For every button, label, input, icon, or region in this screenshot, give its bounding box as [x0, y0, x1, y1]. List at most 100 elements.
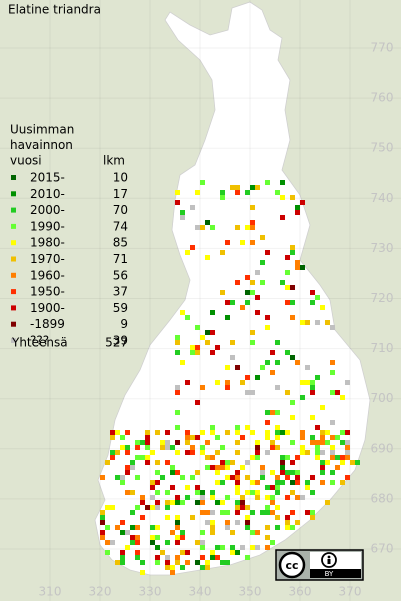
observation-square	[125, 445, 130, 450]
observation-square	[180, 310, 185, 315]
observation-square	[255, 310, 260, 315]
observation-square	[285, 255, 290, 260]
observation-square	[115, 430, 120, 435]
observation-square	[250, 390, 255, 395]
observation-square	[105, 460, 110, 465]
observation-square	[175, 390, 180, 395]
observation-square	[120, 530, 125, 535]
observation-square	[215, 470, 220, 475]
observation-square	[310, 290, 315, 295]
observation-square	[280, 280, 285, 285]
observation-square	[330, 370, 335, 375]
observation-square	[310, 300, 315, 305]
observation-square	[330, 420, 335, 425]
observation-square	[175, 515, 180, 520]
observation-square	[250, 455, 255, 460]
observation-square	[345, 475, 350, 480]
observation-square	[175, 470, 180, 475]
observation-square	[145, 455, 150, 460]
legend-label: 1950-	[30, 285, 65, 299]
observation-square	[225, 510, 230, 515]
observation-square	[215, 555, 220, 560]
observation-square	[200, 495, 205, 500]
observation-square	[155, 555, 160, 560]
observation-square	[330, 470, 335, 475]
observation-square	[325, 500, 330, 505]
northing-label: 730	[371, 241, 394, 255]
observation-square	[195, 325, 200, 330]
northing-label: 770	[371, 41, 394, 55]
observation-square	[150, 505, 155, 510]
observation-square	[295, 520, 300, 525]
observation-square	[175, 540, 180, 545]
observation-square	[160, 550, 165, 555]
legend-count: 70	[113, 203, 128, 217]
observation-square	[245, 275, 250, 280]
observation-square	[120, 435, 125, 440]
observation-square	[255, 445, 260, 450]
legend-count: 17	[113, 187, 128, 201]
observation-square	[295, 455, 300, 460]
observation-square	[345, 430, 350, 435]
observation-square	[175, 200, 180, 205]
observation-square	[185, 435, 190, 440]
observation-square	[260, 260, 265, 265]
observation-square	[260, 365, 265, 370]
observation-square	[270, 495, 275, 500]
observation-square	[240, 495, 245, 500]
observation-square	[175, 440, 180, 445]
observation-square	[115, 450, 120, 455]
observation-square	[325, 460, 330, 465]
observation-square	[210, 310, 215, 315]
observation-square	[275, 410, 280, 415]
observation-square	[235, 185, 240, 190]
observation-square	[200, 385, 205, 390]
observation-square	[205, 565, 210, 570]
observation-square	[200, 545, 205, 550]
observation-square	[215, 480, 220, 485]
observation-square	[250, 290, 255, 295]
observation-square	[340, 455, 345, 460]
observation-square	[265, 360, 270, 365]
observation-square	[245, 490, 250, 495]
legend-count: 59	[113, 301, 128, 315]
badge-strip	[310, 569, 361, 578]
observation-square	[225, 560, 230, 565]
observation-square	[280, 180, 285, 185]
observation-square	[345, 440, 350, 445]
observation-square	[210, 520, 215, 525]
observation-square	[225, 525, 230, 530]
observation-square	[235, 550, 240, 555]
observation-square	[315, 455, 320, 460]
observation-square	[270, 370, 275, 375]
northing-label: 680	[371, 491, 394, 505]
observation-square	[235, 490, 240, 495]
observation-square	[240, 380, 245, 385]
observation-square	[130, 525, 135, 530]
observation-square	[245, 375, 250, 380]
legend-swatch	[11, 289, 16, 295]
observation-square	[190, 515, 195, 520]
observation-square	[100, 535, 105, 540]
observation-square	[280, 215, 285, 220]
observation-square	[205, 440, 210, 445]
observation-square	[100, 475, 105, 480]
observation-square	[230, 545, 235, 550]
observation-square	[235, 500, 240, 505]
observation-square	[205, 465, 210, 470]
observation-square	[120, 475, 125, 480]
easting-label: 310	[39, 585, 62, 599]
observation-square	[250, 545, 255, 550]
observation-square	[140, 495, 145, 500]
observation-square	[200, 555, 205, 560]
observation-square	[140, 515, 145, 520]
observation-square	[185, 495, 190, 500]
observation-square	[300, 320, 305, 325]
observation-square	[290, 415, 295, 420]
observation-square	[135, 505, 140, 510]
observation-square	[205, 255, 210, 260]
observation-square	[275, 360, 280, 365]
category-squares	[100, 225, 350, 575]
legend-swatch	[11, 207, 16, 213]
